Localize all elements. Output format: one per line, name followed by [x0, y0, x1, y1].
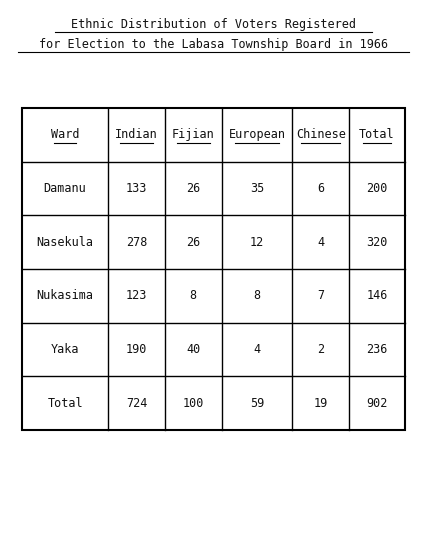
Text: 190: 190: [126, 343, 147, 356]
Text: 26: 26: [186, 182, 200, 195]
Text: 200: 200: [366, 182, 387, 195]
Text: 2: 2: [317, 343, 323, 356]
Text: Indian: Indian: [115, 128, 158, 141]
Text: Damanu: Damanu: [43, 182, 86, 195]
Text: 8: 8: [253, 289, 260, 302]
Text: Nasekula: Nasekula: [37, 236, 93, 249]
Text: 146: 146: [366, 289, 387, 302]
Text: 12: 12: [249, 236, 263, 249]
Text: Nukasima: Nukasima: [37, 289, 93, 302]
Text: 7: 7: [317, 289, 323, 302]
Text: for Election to the Labasa Township Board in 1966: for Election to the Labasa Township Boar…: [39, 38, 387, 51]
Text: Total: Total: [47, 397, 83, 410]
Text: European: European: [228, 128, 285, 141]
Text: 19: 19: [313, 397, 327, 410]
Bar: [22, 108, 404, 430]
Text: 278: 278: [126, 236, 147, 249]
Text: 4: 4: [253, 343, 260, 356]
Text: Chinese: Chinese: [295, 128, 345, 141]
Text: 123: 123: [126, 289, 147, 302]
Text: Total: Total: [358, 128, 394, 141]
Text: 236: 236: [366, 343, 387, 356]
Text: Yaka: Yaka: [51, 343, 79, 356]
Text: Fijian: Fijian: [171, 128, 214, 141]
Text: 902: 902: [366, 397, 387, 410]
Text: 8: 8: [189, 289, 196, 302]
Text: 4: 4: [317, 236, 323, 249]
Text: 320: 320: [366, 236, 387, 249]
Text: 724: 724: [126, 397, 147, 410]
Text: 40: 40: [186, 343, 200, 356]
Text: 26: 26: [186, 236, 200, 249]
Text: Ethnic Distribution of Voters Registered: Ethnic Distribution of Voters Registered: [71, 18, 355, 31]
Text: 100: 100: [182, 397, 203, 410]
Text: 133: 133: [126, 182, 147, 195]
Text: 6: 6: [317, 182, 323, 195]
Text: Ward: Ward: [51, 128, 79, 141]
Text: 59: 59: [249, 397, 263, 410]
Text: 35: 35: [249, 182, 263, 195]
